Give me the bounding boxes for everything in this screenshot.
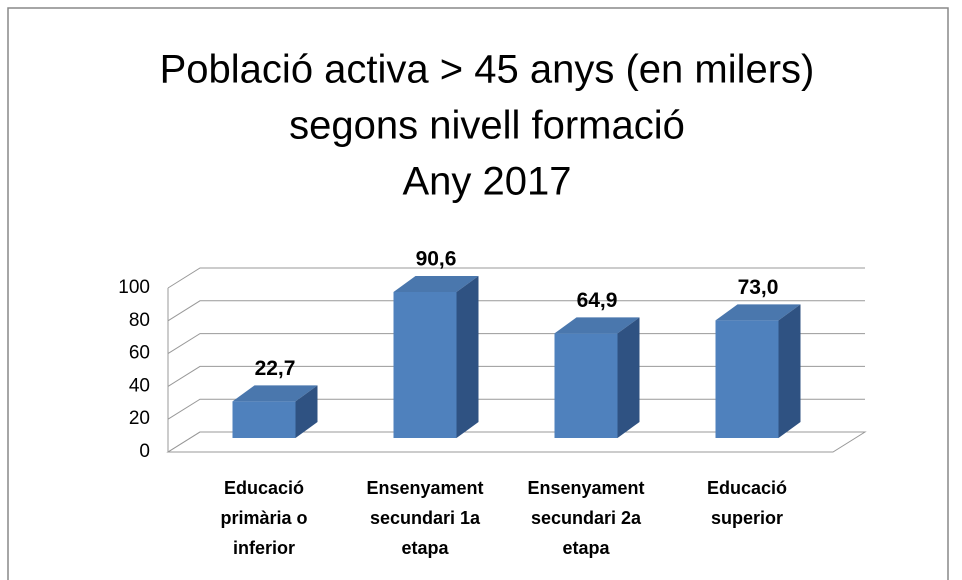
bar-front bbox=[232, 401, 296, 438]
grid-line bbox=[167, 431, 865, 453]
y-tick-label: 100 bbox=[118, 277, 150, 298]
y-tick-label: 80 bbox=[129, 310, 150, 331]
bar bbox=[554, 317, 640, 438]
chart-title: Població activa > 45 anys (en milers) bbox=[160, 48, 815, 92]
grid-line bbox=[167, 398, 865, 420]
x-tick-label: Educació primària o inferior bbox=[220, 478, 307, 558]
grid-line bbox=[167, 333, 865, 355]
y-tick-label: 40 bbox=[129, 375, 150, 396]
bar-front bbox=[715, 320, 779, 438]
bar-top bbox=[554, 317, 640, 334]
grid-line bbox=[167, 300, 865, 322]
bar-side bbox=[295, 385, 318, 438]
y-tick-label: 60 bbox=[129, 343, 150, 364]
x-tick-label: Ensenyament secundari 1a etapa bbox=[366, 478, 483, 558]
bar-top bbox=[393, 276, 479, 292]
x-tick-label: Ensenyament secundari 2a etapa bbox=[527, 478, 644, 558]
x-tick-label: Educació superior bbox=[707, 478, 787, 528]
bar bbox=[232, 385, 318, 438]
chart-title: segons nivell formació bbox=[289, 104, 685, 148]
bar-front bbox=[393, 292, 457, 438]
bar-top bbox=[232, 385, 318, 402]
bar bbox=[715, 304, 801, 438]
value-label: 22,7 bbox=[255, 357, 296, 380]
y-tick-label: 20 bbox=[129, 408, 150, 429]
bar-side bbox=[456, 276, 479, 438]
y-tick-label: 0 bbox=[139, 441, 150, 462]
grid-line bbox=[167, 365, 865, 387]
value-label: 90,6 bbox=[416, 248, 457, 271]
bar-side bbox=[617, 317, 640, 438]
bar-side bbox=[778, 304, 801, 438]
value-label: 73,0 bbox=[738, 276, 779, 299]
bar-top bbox=[715, 304, 801, 321]
chart-title: Any 2017 bbox=[402, 160, 571, 204]
value-label: 64,9 bbox=[577, 289, 618, 312]
bar-front bbox=[554, 333, 618, 438]
grid-line bbox=[167, 267, 865, 289]
bar bbox=[393, 276, 479, 438]
